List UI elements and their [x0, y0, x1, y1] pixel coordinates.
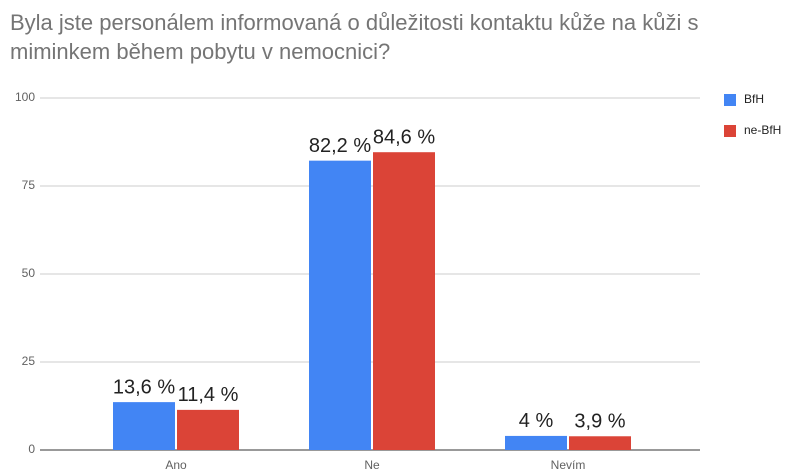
value-label: 13,6 %	[113, 376, 175, 398]
value-label: 4 %	[519, 410, 554, 432]
value-label: 84,6 %	[373, 126, 435, 148]
bar	[373, 152, 435, 450]
value-label: 82,2 %	[309, 135, 371, 157]
legend-swatch	[724, 125, 736, 137]
value-label: 3,9 %	[574, 411, 625, 433]
x-tick-label: Nevím	[551, 458, 586, 472]
value-label: 11,4 %	[178, 384, 239, 406]
y-tick-label: 100	[15, 90, 35, 104]
bar	[309, 160, 371, 450]
bar	[113, 402, 175, 450]
legend-label: BfH	[744, 92, 764, 106]
x-tick-label: Ano	[165, 458, 187, 472]
x-tick-label: Ne	[364, 458, 380, 472]
y-tick-label: 25	[22, 354, 36, 368]
chart-title: Byla jste personálem informovaná o důlež…	[10, 10, 699, 64]
y-tick-label: 75	[22, 178, 36, 192]
bar	[177, 409, 239, 450]
bar	[505, 435, 567, 450]
y-tick-label: 0	[28, 442, 35, 456]
legend-label: ne-BfH	[744, 123, 781, 137]
y-tick-label: 50	[22, 266, 36, 280]
legend-swatch	[724, 94, 736, 106]
bar	[569, 436, 631, 450]
